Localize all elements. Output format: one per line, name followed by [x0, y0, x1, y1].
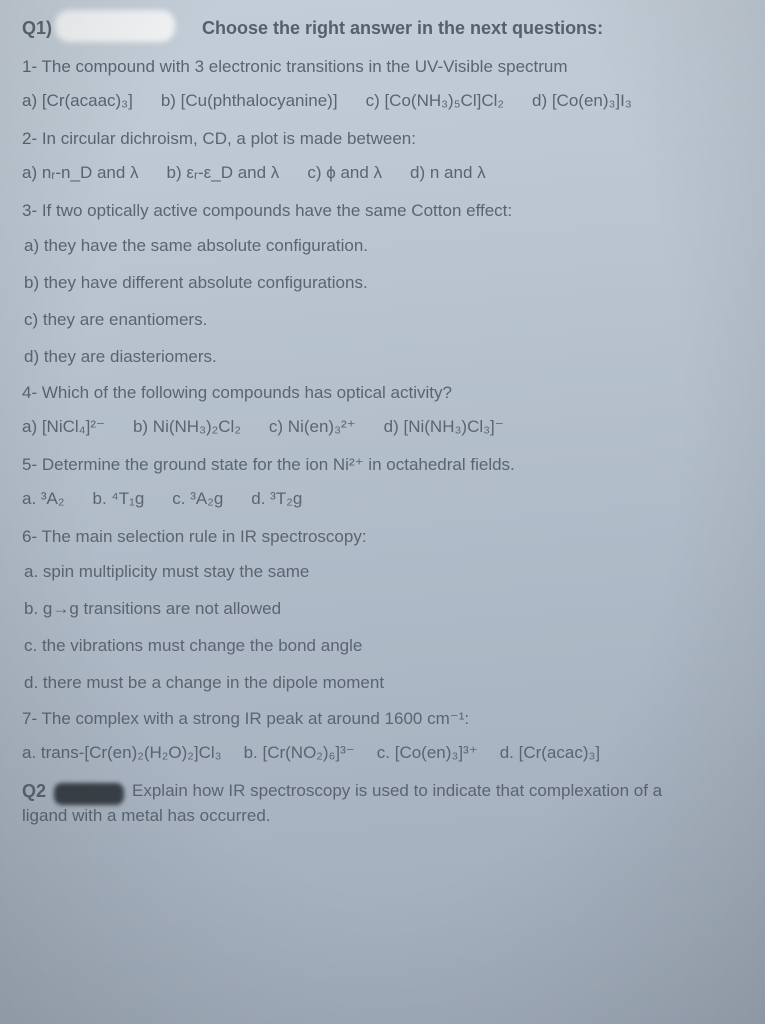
q1-label: Q1) [22, 18, 52, 39]
q1-7-opt-a: a. trans-[Cr(en)₂(H₂O)₂]Cl₃ [22, 743, 222, 763]
q1-2-stem: 2- In circular dichroism, CD, a plot is … [22, 129, 743, 149]
q1-2-opt-a: a) nᵣ-n_D and λ [22, 163, 139, 183]
q1-1-options: a) [Cr(acaac)₃] b) [Cu(phthalocyanine)] … [22, 91, 743, 111]
q1-4-opt-d: d) [Ni(NH₃)Cl₃]⁻ [384, 417, 504, 437]
q1-4-options: a) [NiCl₄]²⁻ b) Ni(NH₃)₂Cl₂ c) Ni(en)₃²⁺… [22, 417, 743, 437]
q1-3-opt-b: b) they have different absolute configur… [24, 272, 743, 295]
q1-7-opt-c: c. [Co(en)₃]³⁺ [377, 743, 478, 763]
q1-6-stem: 6- The main selection rule in IR spectro… [22, 527, 743, 547]
q1-1-opt-a: a) [Cr(acaac)₃] [22, 91, 133, 111]
q1-5-options: a. ³A₂ b. ⁴T₁g c. ³A₂g d. ³T₂g [22, 489, 743, 509]
q1-5-stem: 5- Determine the ground state for the io… [22, 455, 743, 475]
q1-7-stem: 7- The complex with a strong IR peak at … [22, 709, 743, 729]
redaction-smudge-q2 [54, 783, 124, 805]
q2-text-line2: ligand with a metal has occurred. [22, 805, 743, 828]
q1-4-opt-a: a) [NiCl₄]²⁻ [22, 417, 105, 437]
q2-label: Q2 [22, 781, 46, 802]
q1-6-opt-c: c. the vibrations must change the bond a… [24, 635, 743, 658]
q1-5-opt-c: c. ³A₂g [172, 489, 223, 509]
q2-row: Q2 Explain how IR spectroscopy is used t… [22, 781, 743, 805]
q1-7-opt-b: b. [Cr(NO₂)₆]³⁻ [244, 743, 355, 763]
q1-1-stem: 1- The compound with 3 electronic transi… [22, 57, 743, 77]
q1-4-stem: 4- Which of the following compounds has … [22, 383, 743, 403]
q1-2-opt-d: d) n and λ [410, 163, 486, 183]
q1-3-opt-d: d) they are diasteriomers. [24, 346, 743, 369]
q1-3-opt-a: a) they have the same absolute configura… [24, 235, 743, 258]
q1-7-opt-d: d. [Cr(acac)₃] [500, 743, 600, 763]
q1-6-opt-d: d. there must be a change in the dipole … [24, 672, 743, 695]
q1-prompt: Choose the right answer in the next ques… [202, 18, 603, 39]
q1-2-opt-c: c) ϕ and λ [307, 163, 382, 183]
q1-5-opt-a: a. ³A₂ [22, 489, 65, 509]
q1-2-opt-b: b) εᵣ-ε_D and λ [167, 163, 280, 183]
q1-4-opt-b: b) Ni(NH₃)₂Cl₂ [133, 417, 241, 437]
exam-page: Q1) Choose the right answer in the next … [0, 0, 765, 1024]
q1-6-opt-a: a. spin multiplicity must stay the same [24, 561, 743, 584]
q2-text-line1: Explain how IR spectroscopy is used to i… [132, 781, 743, 801]
q1-2-options: a) nᵣ-n_D and λ b) εᵣ-ε_D and λ c) ϕ and… [22, 163, 743, 183]
vignette-overlay [0, 0, 765, 1024]
q1-5-opt-b: b. ⁴T₁g [93, 489, 145, 509]
q1-7-options: a. trans-[Cr(en)₂(H₂O)₂]Cl₃ b. [Cr(NO₂)₆… [22, 743, 743, 763]
q1-1-opt-b: b) [Cu(phthalocyanine)] [161, 91, 338, 111]
q1-4-opt-c: c) Ni(en)₃²⁺ [269, 417, 356, 437]
q1-3-opt-c: c) they are enantiomers. [24, 309, 743, 332]
q1-5-opt-d: d. ³T₂g [251, 489, 302, 509]
redaction-smudge-top [55, 10, 175, 42]
q1-1-opt-d: d) [Co(en)₃]I₃ [532, 91, 632, 111]
q1-3-stem: 3- If two optically active compounds hav… [22, 201, 743, 221]
q1-1-opt-c: c) [Co(NH₃)₅Cl]Cl₂ [366, 91, 504, 111]
q1-6-opt-b: b. g→g transitions are not allowed [24, 598, 743, 621]
